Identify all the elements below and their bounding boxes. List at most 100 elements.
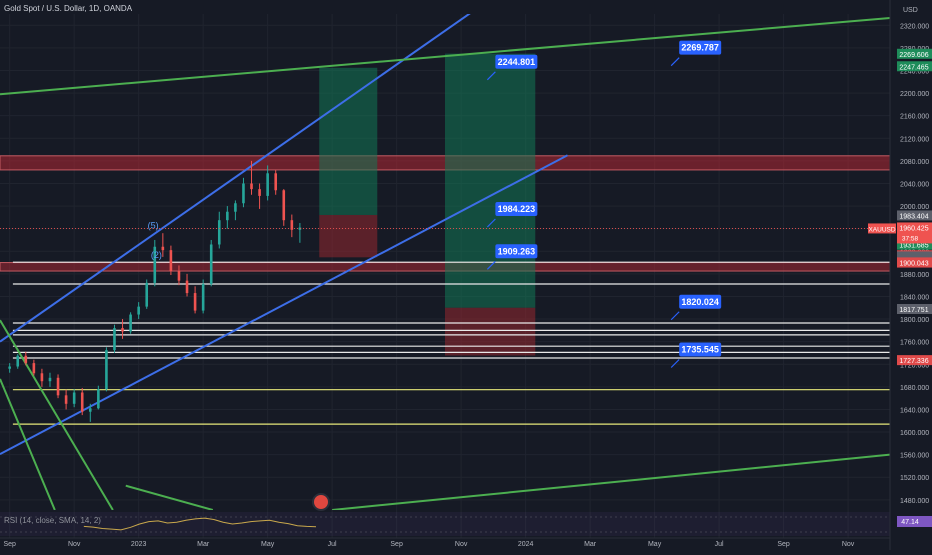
price-tag: 1931.685 xyxy=(897,239,932,250)
x-tick-label: Sep xyxy=(390,541,403,548)
candle xyxy=(48,372,52,387)
y-tick-label: 2000.000 xyxy=(900,204,929,211)
callout-label: 1735.545 xyxy=(681,344,719,354)
tradingview-logo-icon[interactable] xyxy=(312,493,330,511)
y-tick-label: 1600.000 xyxy=(900,430,929,437)
price-tag-box xyxy=(897,61,932,72)
candle-body xyxy=(40,373,44,382)
callout-label: 1820.024 xyxy=(681,297,719,307)
callout-pointer xyxy=(670,57,680,67)
candle-body xyxy=(113,328,116,351)
callout-pointer xyxy=(486,260,496,270)
candle xyxy=(177,265,181,286)
candle-body xyxy=(177,271,181,281)
candle-body xyxy=(121,328,124,332)
candle xyxy=(64,389,68,410)
candle-body xyxy=(129,314,132,332)
y-tick-label: 1800.000 xyxy=(900,317,929,324)
candle-body xyxy=(16,355,20,367)
x-tick-label: Nov xyxy=(68,541,81,548)
trend-line xyxy=(0,154,569,455)
loss-zone xyxy=(445,307,536,356)
candle-body xyxy=(209,244,213,285)
candle xyxy=(193,286,197,314)
candle xyxy=(8,363,11,373)
callout-pointer xyxy=(670,359,680,368)
price-tag: 2269.606 xyxy=(897,48,932,59)
price-tag-label: 1727.336 xyxy=(899,358,928,365)
candle-body xyxy=(153,246,157,283)
wave-label: (5) xyxy=(148,221,159,231)
trend-line xyxy=(125,484,214,510)
price-tag-box xyxy=(897,210,932,221)
candle-body xyxy=(266,173,269,196)
trend-line xyxy=(0,16,890,96)
callout-box xyxy=(679,342,722,357)
candle xyxy=(282,189,286,226)
price-callout: 1909.263 xyxy=(486,244,538,270)
price-tag: 1983.404 xyxy=(897,210,932,221)
candle xyxy=(185,273,189,297)
candle-body xyxy=(185,280,189,294)
candle-body xyxy=(32,363,36,374)
y-tick-label: 1520.000 xyxy=(900,475,929,482)
y-tick-label: 1840.000 xyxy=(900,294,929,301)
callout-label: 2244.801 xyxy=(498,57,536,67)
candle xyxy=(129,312,132,334)
candle xyxy=(298,223,302,243)
rsi-label: RSI (14, close, SMA, 14, 2) xyxy=(4,516,101,525)
candle xyxy=(40,368,44,387)
price-callout: 2269.787 xyxy=(670,40,722,67)
y-tick-label: 1880.000 xyxy=(900,272,929,279)
rsi-line xyxy=(83,517,317,531)
candle xyxy=(137,302,140,320)
price-tag: 1817.751 xyxy=(897,304,932,315)
candle xyxy=(217,211,221,249)
candle xyxy=(88,403,92,422)
candle xyxy=(24,351,28,366)
candle-body xyxy=(217,220,221,245)
trend-line xyxy=(332,453,890,510)
y-tick-label: 1560.000 xyxy=(900,453,929,460)
callout-box xyxy=(679,294,722,309)
y-tick-label: 1680.000 xyxy=(900,385,929,392)
x-tick-label: Mar xyxy=(584,541,597,548)
candle-body xyxy=(298,227,302,230)
callout-pointer xyxy=(670,311,680,321)
candle-body xyxy=(234,203,237,212)
candle-body xyxy=(97,389,100,409)
y-tick-label: 1720.000 xyxy=(900,362,929,369)
candle xyxy=(226,206,229,229)
plot-area: (5) (2) 2244.801 2269.787 1984.223 1909.263 18… xyxy=(0,14,890,510)
y-tick-label: 2240.000 xyxy=(900,68,929,75)
chart-title: Gold Spot / U.S. Dollar, 1D, OANDA xyxy=(4,4,133,13)
candle xyxy=(234,200,237,221)
current-price-box xyxy=(897,222,932,244)
trend-line xyxy=(0,319,114,510)
symbol-tag-box xyxy=(868,223,896,234)
price-tag-label: 1983.404 xyxy=(899,213,928,220)
candle xyxy=(113,324,116,353)
x-tick-label: Nov xyxy=(455,541,468,548)
candle xyxy=(209,239,213,287)
profit-zone xyxy=(445,53,536,308)
current-price-label: 1960.425 xyxy=(899,225,928,232)
price-callout: 1820.024 xyxy=(670,294,722,321)
bar-countdown-label: 37:58 xyxy=(902,235,919,242)
candle xyxy=(105,347,108,392)
y-tick-label: 2200.000 xyxy=(900,91,929,98)
x-tick-label: Sep xyxy=(777,541,790,548)
price-tag-box xyxy=(897,304,932,315)
symbol-tag-label: XAUUSD xyxy=(868,226,895,233)
candle-body xyxy=(64,395,68,404)
x-tick-label: Nov xyxy=(842,541,855,548)
price-tag: 1900.043 xyxy=(897,257,932,268)
candle-body xyxy=(193,293,197,311)
price-callout: 1735.545 xyxy=(670,342,722,368)
price-tag-label: 2247.465 xyxy=(899,64,928,71)
candle-body xyxy=(8,366,11,369)
candle-body xyxy=(258,189,261,196)
callout-box xyxy=(495,54,538,69)
